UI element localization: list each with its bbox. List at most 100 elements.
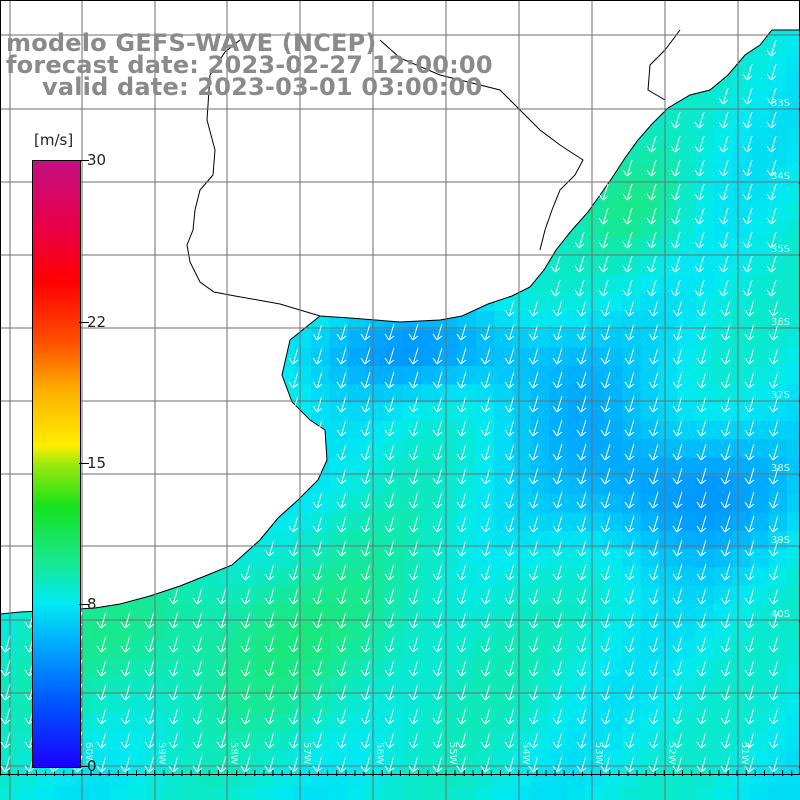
- wind-cell: [585, 786, 605, 800]
- wind-cell: [128, 640, 147, 660]
- wind-cell: [658, 164, 678, 184]
- wind-arrow: [600, 731, 611, 749]
- wind-cell: [786, 164, 800, 184]
- wind-cell: [732, 164, 751, 184]
- wind-arrow: [672, 587, 683, 605]
- border-line: [379, 39, 584, 251]
- wind-arrow: [336, 659, 347, 677]
- wind-cell: [658, 768, 678, 788]
- wind-cell: [768, 384, 788, 404]
- wind-arrow: [672, 467, 683, 485]
- wind-cell: [494, 695, 513, 715]
- wind-cell: [512, 603, 532, 623]
- wind-cell: [768, 732, 788, 751]
- wind-cell: [603, 384, 623, 404]
- wind-cell: [512, 384, 532, 404]
- wind-cell: [494, 494, 513, 513]
- wind-cell: [347, 567, 367, 587]
- wind-cell: [732, 567, 751, 587]
- wind-cell: [677, 366, 696, 385]
- wind-cell: [713, 439, 733, 459]
- wind-arrow: [624, 491, 635, 509]
- wind-cell: [256, 549, 276, 568]
- wind-arrow: [216, 755, 227, 773]
- wind-cell: [603, 786, 623, 800]
- wind-cell: [402, 732, 422, 751]
- wind-arrow: [408, 491, 419, 509]
- wind-arrow: [744, 515, 755, 533]
- wind-cell: [219, 695, 239, 715]
- wind-arrow: [384, 539, 395, 557]
- wind-arrow: [0, 731, 11, 749]
- wind-cell: [695, 512, 715, 532]
- wind-arrow: [408, 443, 419, 461]
- wind-cell: [732, 201, 751, 221]
- wind-cell: [494, 457, 513, 477]
- wind-cell: [201, 786, 221, 800]
- wind-arrow: [360, 515, 371, 533]
- wind-arrow: [456, 371, 467, 389]
- wind-cell: [329, 622, 349, 642]
- wind-cell: [732, 439, 751, 459]
- wind-cell: [109, 713, 129, 733]
- wind-cell: [201, 677, 221, 696]
- wind-cell: [347, 677, 367, 696]
- wind-arrow: [648, 419, 659, 437]
- wind-arrow: [672, 611, 683, 629]
- wind-cell: [768, 201, 788, 221]
- map-title: modelo GEFS-WAVE (NCEP): [6, 29, 377, 57]
- wind-cell: [402, 567, 422, 587]
- wind-cell: [366, 622, 385, 642]
- wind-arrow: [480, 419, 491, 437]
- wind-cell: [713, 420, 733, 440]
- wind-cell: [109, 786, 129, 800]
- wind-arrow: [742, 231, 753, 249]
- wind-cell: [347, 750, 367, 770]
- wind-arrow: [720, 371, 731, 389]
- wind-cell: [750, 475, 770, 495]
- wind-arrow: [744, 635, 755, 653]
- wind-cell: [750, 420, 770, 440]
- wind-arrow: [360, 683, 371, 701]
- wind-arrow: [336, 755, 347, 773]
- wind-cell: [549, 768, 568, 788]
- wind-cell: [549, 677, 568, 696]
- wind-cell: [640, 658, 660, 678]
- wind-cell: [475, 439, 495, 459]
- wind-cell: [457, 768, 477, 788]
- wind-arrow: [648, 443, 659, 461]
- wind-arrow: [624, 707, 635, 725]
- wind-cell: [475, 585, 495, 605]
- wind-cell: [237, 750, 257, 770]
- wind-arrow: [646, 159, 657, 177]
- wind-arrow: [432, 755, 443, 773]
- wind-arrow: [504, 659, 515, 677]
- wind-cell: [201, 603, 221, 623]
- wind-cell: [549, 475, 568, 495]
- wind-arrow: [432, 323, 443, 341]
- wind-cell: [384, 402, 404, 422]
- wind-arrow: [168, 611, 179, 629]
- wind-cell: [640, 128, 660, 147]
- wind-cell: [237, 677, 257, 696]
- wind-cell: [750, 311, 770, 330]
- wind-cell: [567, 768, 587, 788]
- wind-arrow: [648, 299, 659, 317]
- wind-arrow: [432, 443, 443, 461]
- wind-arrow: [216, 683, 227, 701]
- wind-cell: [622, 183, 642, 202]
- wind-arrow: [432, 515, 443, 533]
- wind-arrow: [574, 255, 585, 273]
- wind-arrow: [456, 611, 467, 629]
- wind-cell: [201, 750, 221, 770]
- wind-cell: [786, 237, 800, 257]
- wind-arrow: [624, 515, 635, 533]
- wind-cell: [329, 402, 349, 422]
- wind-cell: [128, 786, 147, 800]
- wind-cell: [786, 256, 800, 276]
- wind-cell: [585, 439, 605, 459]
- wind-cell: [713, 183, 733, 202]
- wind-arrow: [360, 611, 371, 629]
- wind-arrow: [646, 135, 657, 153]
- wind-cell: [750, 530, 770, 550]
